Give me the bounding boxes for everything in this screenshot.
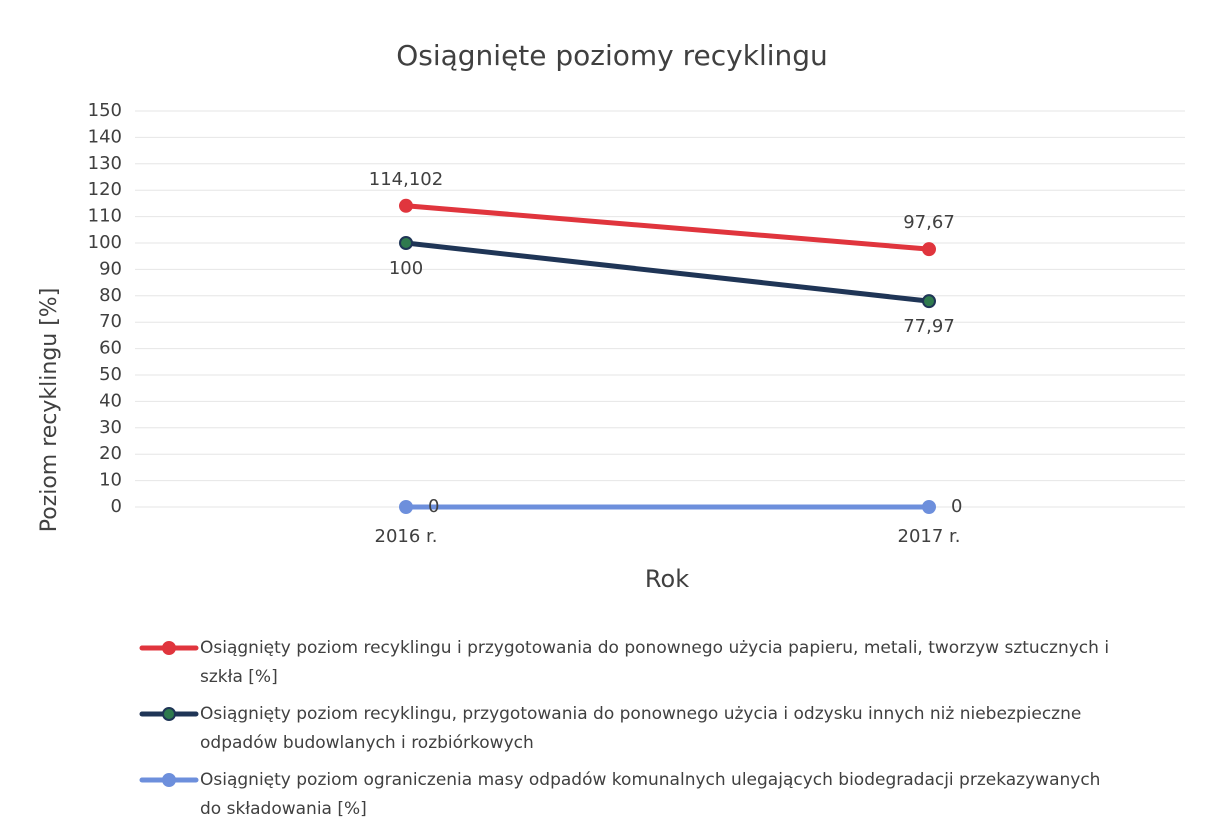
x-tick-label: 2016 r.	[375, 526, 438, 547]
y-tick-label: 130	[88, 153, 122, 174]
marker	[399, 236, 413, 250]
data-label: 0	[951, 496, 962, 517]
legend-marker	[162, 773, 176, 787]
series-line	[403, 240, 932, 304]
y-tick-label: 20	[99, 443, 122, 464]
legend-label: Osiągnięty poziom recyklingu, przygotowa…	[200, 704, 1082, 753]
marker	[922, 500, 936, 514]
y-tick-label: 120	[88, 179, 122, 200]
legend-icon	[139, 641, 199, 655]
legend-entry: Osiągnięty poziom recyklingu, przygotowa…	[138, 700, 1128, 758]
legend-label: Osiągnięty poziom recyklingu i przygotow…	[200, 638, 1110, 687]
y-axis-title: Poziom recyklingu [%]	[37, 288, 62, 533]
data-label: 114,102	[369, 169, 443, 190]
legend-marker	[162, 707, 176, 721]
x-axis-title: Rok	[645, 565, 689, 593]
y-tick-label: 10	[99, 470, 122, 491]
legend-entry: Osiągnięty poziom recyklingu i przygotow…	[138, 634, 1128, 692]
series-line	[403, 203, 932, 252]
legend-marker	[162, 641, 176, 655]
marker	[922, 294, 936, 309]
y-tick-label: 60	[99, 338, 122, 359]
data-label: 77,97	[903, 316, 955, 337]
legend: Osiągnięty poziom recyklingu i przygotow…	[138, 634, 1128, 832]
y-tick-label: 150	[88, 100, 122, 121]
y-tick-label: 50	[99, 364, 122, 385]
y-tick-label: 90	[99, 258, 122, 279]
y-tick-label: 140	[88, 126, 122, 147]
y-tick-label: 80	[99, 285, 122, 306]
data-label: 100	[389, 258, 423, 279]
x-tick-label: 2017 r.	[898, 526, 961, 547]
marker	[922, 242, 936, 257]
marker	[399, 198, 413, 213]
y-tick-label: 0	[111, 496, 122, 517]
y-tick-label: 70	[99, 311, 122, 332]
marker	[399, 500, 413, 514]
legend-label: Osiągnięty poziom ograniczenia masy odpa…	[200, 770, 1101, 819]
data-label: 97,67	[903, 212, 955, 233]
chart-title: Osiągnięte poziomy recyklingu	[396, 39, 828, 72]
legend-entry: Osiągnięty poziom ograniczenia masy odpa…	[138, 766, 1128, 824]
legend-icon	[139, 773, 199, 787]
y-tick-label: 30	[99, 417, 122, 438]
y-tick-label: 100	[88, 232, 122, 253]
y-tick-label: 40	[99, 390, 122, 411]
legend-icon	[139, 707, 199, 721]
data-label: 0	[428, 496, 439, 517]
y-tick-label: 110	[88, 206, 122, 227]
